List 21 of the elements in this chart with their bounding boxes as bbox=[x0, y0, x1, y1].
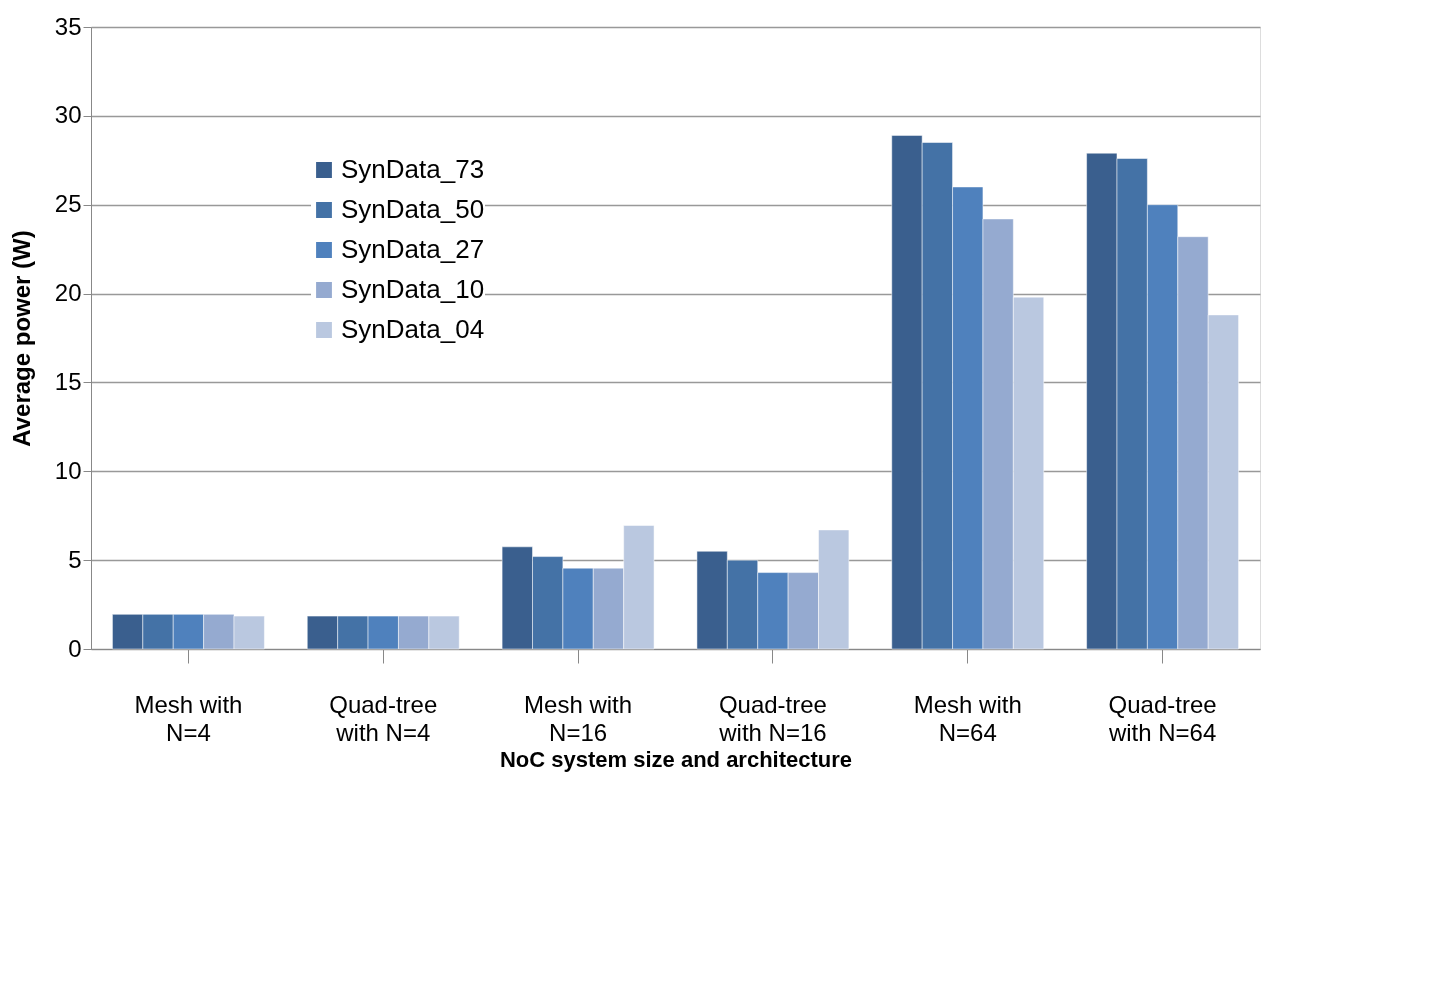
y-tick-label: 30 bbox=[54, 101, 82, 129]
legend-label: SynData_73 bbox=[341, 154, 485, 184]
y-tick-label: 0 bbox=[68, 634, 82, 662]
x-tick-label: Quad-tree with N=4 bbox=[329, 690, 438, 746]
y-tick-label: 35 bbox=[54, 12, 82, 40]
x-tick-label: Mesh with N=16 bbox=[524, 690, 633, 746]
x-tick-label: Mesh with N=4 bbox=[134, 690, 243, 746]
legend-label: SynData_04 bbox=[341, 314, 485, 344]
y-tick-label: 5 bbox=[68, 545, 82, 573]
x-tick-label: Quad-tree with N=16 bbox=[718, 690, 827, 746]
y-tick-label: 25 bbox=[54, 190, 82, 218]
legend-label: SynData_10 bbox=[341, 274, 485, 304]
x-axis-title: NoC system size and architecture bbox=[499, 746, 853, 772]
x-tick-label: Quad-tree with N=64 bbox=[1107, 690, 1217, 746]
legend-label: SynData_27 bbox=[341, 234, 485, 264]
y-tick-label: 20 bbox=[54, 279, 82, 307]
x-tick-label: Mesh with N=64 bbox=[913, 690, 1022, 746]
legend-label: SynData_50 bbox=[341, 194, 485, 224]
y-tick-label: 15 bbox=[54, 367, 82, 395]
y-axis-title: Average power (W) bbox=[7, 230, 35, 447]
y-tick-label: 10 bbox=[54, 456, 82, 484]
